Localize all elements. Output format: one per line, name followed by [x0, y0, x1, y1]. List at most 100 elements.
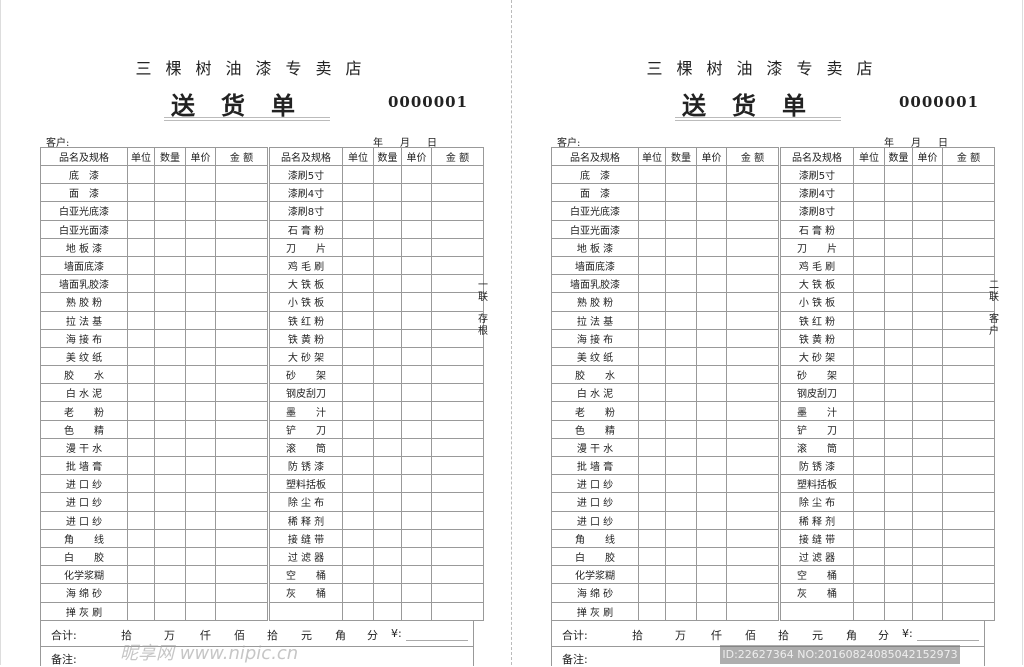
entry-cell[interactable]: [726, 492, 781, 512]
entry-cell[interactable]: [638, 419, 666, 439]
entry-cell[interactable]: [215, 328, 270, 348]
entry-cell[interactable]: [912, 510, 943, 530]
entry-cell[interactable]: [638, 383, 666, 403]
entry-cell[interactable]: [127, 201, 155, 221]
entry-cell[interactable]: [942, 601, 995, 621]
entry-cell[interactable]: [696, 437, 727, 458]
entry-cell[interactable]: [431, 310, 484, 330]
entry-cell[interactable]: [696, 419, 727, 439]
entry-cell[interactable]: [431, 546, 484, 567]
entry-cell[interactable]: [154, 219, 186, 239]
entry-cell[interactable]: [215, 274, 270, 294]
entry-cell[interactable]: [342, 583, 374, 603]
entry-cell[interactable]: [726, 546, 781, 567]
entry-cell[interactable]: [665, 528, 697, 548]
entry-cell[interactable]: [942, 437, 995, 458]
entry-cell[interactable]: [185, 528, 216, 548]
entry-cell[interactable]: [127, 401, 155, 421]
entry-cell[interactable]: [665, 455, 697, 476]
entry-cell[interactable]: [884, 237, 913, 257]
entry-cell[interactable]: [154, 201, 186, 221]
entry-cell[interactable]: [401, 419, 432, 439]
entry-cell[interactable]: [912, 346, 943, 367]
entry-cell[interactable]: [127, 583, 155, 603]
entry-cell[interactable]: [638, 346, 666, 367]
entry-cell[interactable]: [912, 419, 943, 439]
entry-cell[interactable]: [127, 419, 155, 439]
entry-cell[interactable]: [912, 164, 943, 185]
entry-cell[interactable]: [665, 183, 697, 203]
entry-cell[interactable]: [215, 292, 270, 312]
entry-cell[interactable]: [401, 383, 432, 403]
entry-cell[interactable]: [401, 528, 432, 548]
entry-cell[interactable]: [401, 583, 432, 603]
entry-cell[interactable]: [373, 492, 402, 512]
entry-cell[interactable]: [638, 510, 666, 530]
entry-cell[interactable]: [215, 546, 270, 567]
entry-cell[interactable]: [154, 292, 186, 312]
entry-cell[interactable]: [154, 528, 186, 548]
entry-cell[interactable]: [127, 365, 155, 385]
entry-cell[interactable]: [638, 183, 666, 203]
entry-cell[interactable]: [342, 510, 374, 530]
entry-cell[interactable]: [942, 474, 995, 494]
entry-cell[interactable]: [215, 383, 270, 403]
entry-cell[interactable]: [342, 419, 374, 439]
entry-cell[interactable]: [942, 510, 995, 530]
entry-cell[interactable]: [401, 601, 432, 621]
entry-cell[interactable]: [431, 437, 484, 458]
entry-cell[interactable]: [154, 274, 186, 294]
entry-cell[interactable]: [638, 310, 666, 330]
entry-cell[interactable]: [431, 346, 484, 367]
entry-cell[interactable]: [853, 583, 885, 603]
entry-cell[interactable]: [638, 292, 666, 312]
entry-cell[interactable]: [154, 492, 186, 512]
entry-cell[interactable]: [342, 201, 374, 221]
entry-cell[interactable]: [431, 201, 484, 221]
entry-cell[interactable]: [154, 546, 186, 567]
entry-cell[interactable]: [342, 328, 374, 348]
entry-cell[interactable]: [342, 437, 374, 458]
entry-cell[interactable]: [665, 346, 697, 367]
entry-cell[interactable]: [942, 419, 995, 439]
entry-cell[interactable]: [665, 255, 697, 276]
entry-cell[interactable]: [185, 383, 216, 403]
entry-cell[interactable]: [401, 164, 432, 185]
entry-cell[interactable]: [185, 455, 216, 476]
entry-cell[interactable]: [185, 583, 216, 603]
entry-cell[interactable]: [884, 310, 913, 330]
entry-cell[interactable]: [696, 328, 727, 348]
entry-cell[interactable]: [884, 492, 913, 512]
entry-cell[interactable]: [853, 474, 885, 494]
entry-cell[interactable]: [185, 255, 216, 276]
entry-cell[interactable]: [912, 274, 943, 294]
entry-cell[interactable]: [884, 164, 913, 185]
entry-cell[interactable]: [912, 492, 943, 512]
entry-cell[interactable]: [373, 255, 402, 276]
entry-cell[interactable]: [373, 274, 402, 294]
entry-cell[interactable]: [185, 492, 216, 512]
entry-cell[interactable]: [215, 237, 270, 257]
entry-cell[interactable]: [912, 474, 943, 494]
entry-cell[interactable]: [401, 219, 432, 239]
entry-cell[interactable]: [154, 401, 186, 421]
entry-cell[interactable]: [696, 237, 727, 257]
entry-cell[interactable]: [401, 437, 432, 458]
entry-cell[interactable]: [912, 437, 943, 458]
entry-cell[interactable]: [342, 401, 374, 421]
entry-cell[interactable]: [215, 419, 270, 439]
entry-cell[interactable]: [431, 601, 484, 621]
entry-cell[interactable]: [912, 255, 943, 276]
entry-cell[interactable]: [853, 383, 885, 403]
entry-cell[interactable]: [665, 365, 697, 385]
entry-cell[interactable]: [912, 292, 943, 312]
entry-cell[interactable]: [127, 510, 155, 530]
entry-cell[interactable]: [373, 164, 402, 185]
entry-cell[interactable]: [726, 237, 781, 257]
entry-cell[interactable]: [726, 201, 781, 221]
entry-cell[interactable]: [431, 237, 484, 257]
entry-cell[interactable]: [431, 492, 484, 512]
entry-cell[interactable]: [154, 455, 186, 476]
entry-cell[interactable]: [185, 346, 216, 367]
entry-cell[interactable]: [696, 546, 727, 567]
